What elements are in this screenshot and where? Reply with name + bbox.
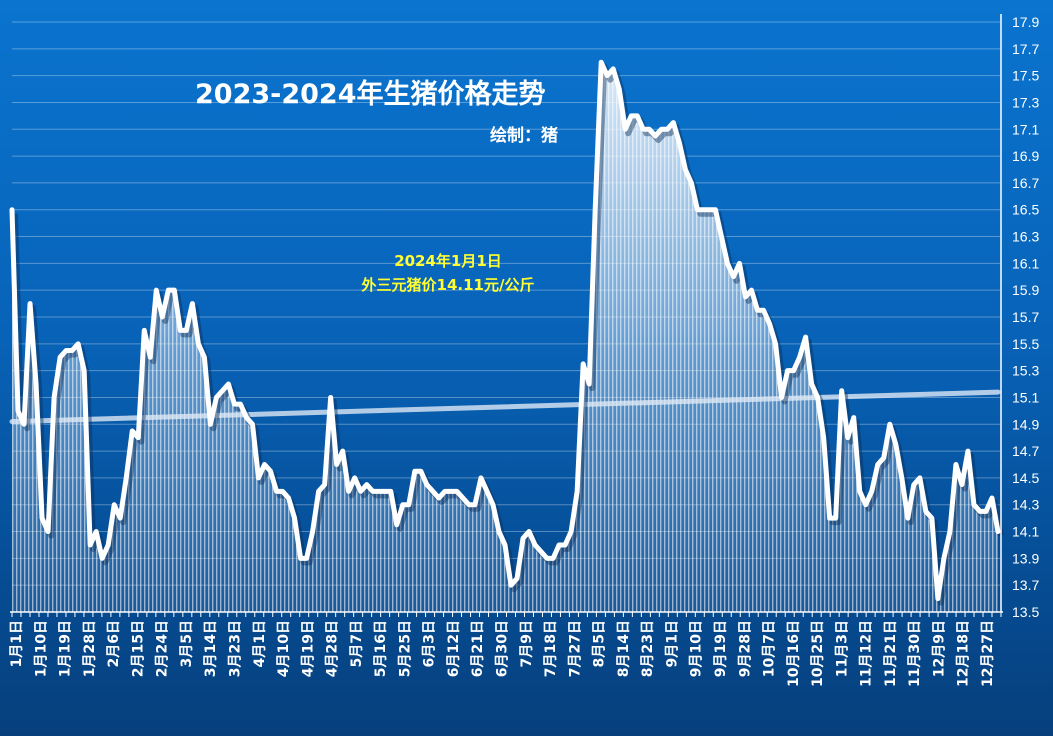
x-tick-label: 4月28日 [325, 620, 341, 677]
y-tick-label: 15.5 [1012, 336, 1039, 352]
y-tick-label: 13.9 [1012, 550, 1039, 566]
x-tick-label: 8月5日 [592, 620, 608, 667]
y-tick-label: 17.7 [1012, 41, 1039, 57]
x-tick-label: 9月28日 [737, 620, 753, 677]
x-tick-label: 5月7日 [349, 620, 365, 667]
chart-title: 2023-2024年生猪价格走势 [195, 78, 546, 110]
y-tick-label: 16.9 [1012, 148, 1039, 164]
x-tick-label: 7月18日 [543, 620, 559, 677]
y-tick-label: 15.1 [1012, 389, 1039, 405]
y-tick-label: 13.5 [1012, 604, 1039, 620]
price-line [9, 59, 1001, 602]
y-tick-label: 14.9 [1012, 416, 1039, 432]
annotation-date: 2024年1月1日 [394, 252, 502, 270]
x-tick-label: 12月27日 [980, 620, 996, 687]
x-tick-label: 3月23日 [228, 620, 244, 677]
y-tick-label: 16.1 [1012, 255, 1039, 271]
trend-line [9, 389, 1001, 425]
y-tick-label: 17.1 [1012, 121, 1039, 137]
x-tick-label: 11月3日 [834, 620, 850, 677]
x-tick-label: 2月6日 [106, 620, 122, 667]
y-tick-label: 16.3 [1012, 229, 1039, 245]
x-tick-label: 10月7日 [762, 620, 778, 677]
y-tick-label: 17.5 [1012, 68, 1039, 84]
x-tick-label: 6月30日 [495, 620, 511, 677]
chart-subtitle: 绘制：猪 [490, 125, 558, 146]
x-tick-label: 3月14日 [203, 620, 219, 677]
x-tick-label: 11月12日 [859, 620, 875, 687]
x-tick-label: 11月30日 [907, 620, 923, 687]
axes [10, 14, 1003, 617]
x-tick-label: 12月9日 [932, 620, 948, 677]
x-tick-label: 6月21日 [470, 620, 486, 677]
x-tick-label: 1月10日 [33, 620, 49, 677]
x-tick-label: 2月15日 [130, 620, 146, 677]
x-tick-label: 6月3日 [422, 620, 438, 667]
y-tick-label: 17.9 [1012, 14, 1039, 30]
y-tick-label: 16.5 [1012, 202, 1039, 218]
x-tick-label: 4月19日 [300, 620, 316, 677]
x-tick-label: 8月23日 [640, 620, 656, 677]
y-tick-label: 15.3 [1012, 363, 1039, 379]
x-tick-label: 9月19日 [713, 620, 729, 677]
x-tick-label: 10月16日 [786, 620, 802, 687]
y-tick-label: 14.5 [1012, 470, 1039, 486]
price-line-layer [9, 59, 1004, 606]
y-tick-label: 13.7 [1012, 577, 1039, 593]
x-tick-label: 1月19日 [58, 620, 74, 677]
x-tick-label: 6月12日 [446, 620, 462, 677]
x-tick-label: 11月21日 [883, 620, 899, 687]
x-tick-label: 4月10日 [276, 620, 292, 677]
x-tick-label: 9月10日 [689, 620, 705, 677]
y-tick-label: 16.7 [1012, 175, 1039, 191]
x-tick-labels: 1月1日 1月10日 1月19日 1月28日 2月6日 2月15日 2月24日 3月5日 3月1… [9, 620, 996, 687]
x-tick-label: 10月25日 [810, 620, 826, 687]
x-tick-label: 1月1日 [9, 620, 25, 667]
y-tick-label: 15.9 [1012, 282, 1039, 298]
x-tick-label: 3月5日 [179, 620, 195, 667]
x-tick-label: 2月24日 [155, 620, 171, 677]
y-tick-label: 14.7 [1012, 443, 1039, 459]
annotation-price: 外三元猪价14.11元/公斤 [361, 276, 535, 294]
x-tick-label: 12月18日 [956, 620, 972, 687]
x-tick-label: 5月25日 [397, 620, 413, 677]
y-tick-label: 17.3 [1012, 94, 1039, 110]
area-hatch [12, 62, 998, 613]
area-fill [12, 62, 998, 613]
x-tick-label: 8月14日 [616, 620, 632, 677]
y-tick-label: 14.3 [1012, 497, 1039, 513]
x-tick-label: 5月16日 [373, 620, 389, 677]
y-tick-label: 14.1 [1012, 524, 1039, 540]
x-tick-label: 9月1日 [664, 620, 680, 667]
x-tick-label: 7月9日 [519, 620, 535, 667]
trend-line-mark [9, 389, 1001, 425]
x-tick-label: 4月1日 [252, 620, 268, 667]
y-tick-label: 15.7 [1012, 309, 1039, 325]
x-tick-label: 7月27日 [567, 620, 583, 677]
y-tick-labels: 13.5 13.7 13.9 14.1 14.3 14.5 14.7 14.9 15.1 15.3… [1012, 14, 1039, 620]
x-tick-label: 1月28日 [82, 620, 98, 677]
